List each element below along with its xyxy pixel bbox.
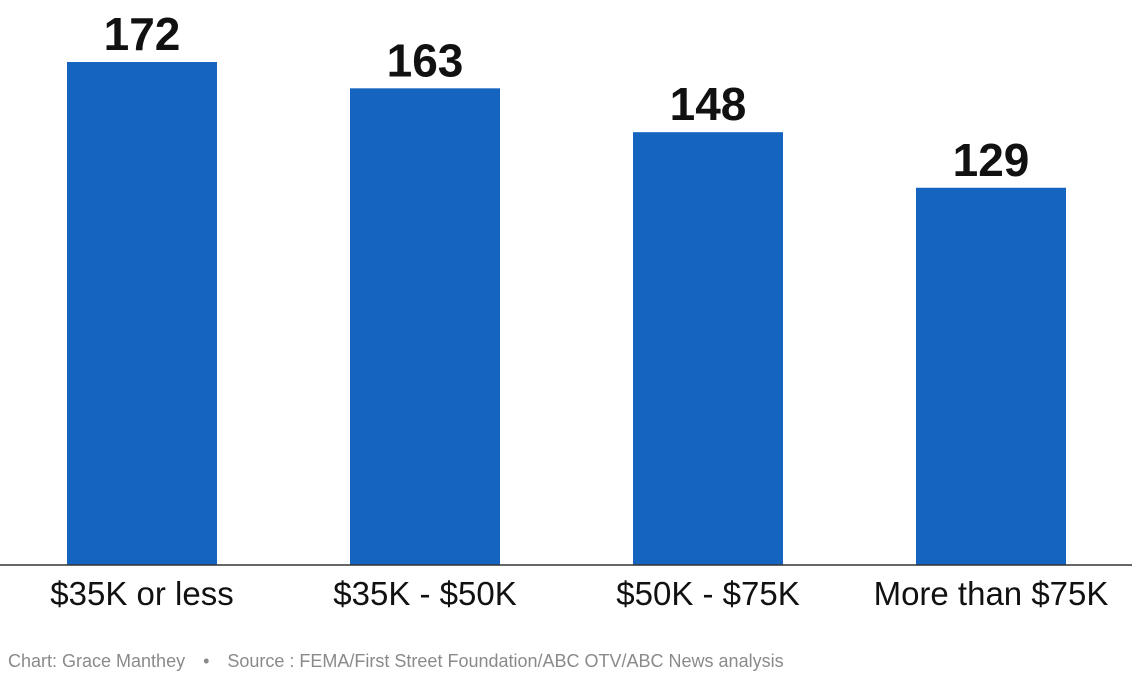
category-label-more-than-75k: More than $75K <box>874 575 1109 612</box>
value-label-35k-50k: 163 <box>387 34 464 86</box>
value-label-35k-or-less: 172 <box>104 8 181 60</box>
category-label-50k-75k: $50K - $75K <box>616 575 799 612</box>
bar-35k-50k <box>350 88 500 566</box>
source-note: Source : FEMA/First Street Foundation/AB… <box>227 651 784 671</box>
value-label-50k-75k: 148 <box>670 78 747 130</box>
chart-credit-line: Chart: Grace Manthey • Source : FEMA/First… <box>8 651 784 672</box>
bars-group <box>67 62 1066 566</box>
value-label-more-than-75k: 129 <box>953 134 1030 186</box>
category-labels-group: $35K or less $35K - $50K $50K - $75K More t… <box>50 575 1108 612</box>
bar-50k-75k <box>633 132 783 566</box>
bar-chart: 172 163 148 129 $35K or less $35K - $50K $50K… <box>0 8 1132 612</box>
credit-separator: • <box>203 651 210 671</box>
value-labels-group: 172 163 148 129 <box>104 8 1030 186</box>
bar-more-than-75k <box>916 187 1066 565</box>
category-label-35k-50k: $35K - $50K <box>333 575 516 612</box>
chart-credit: Chart: Grace Manthey <box>8 651 186 671</box>
category-label-35k-or-less: $35K or less <box>50 575 233 612</box>
bar-35k-or-less <box>67 62 217 565</box>
